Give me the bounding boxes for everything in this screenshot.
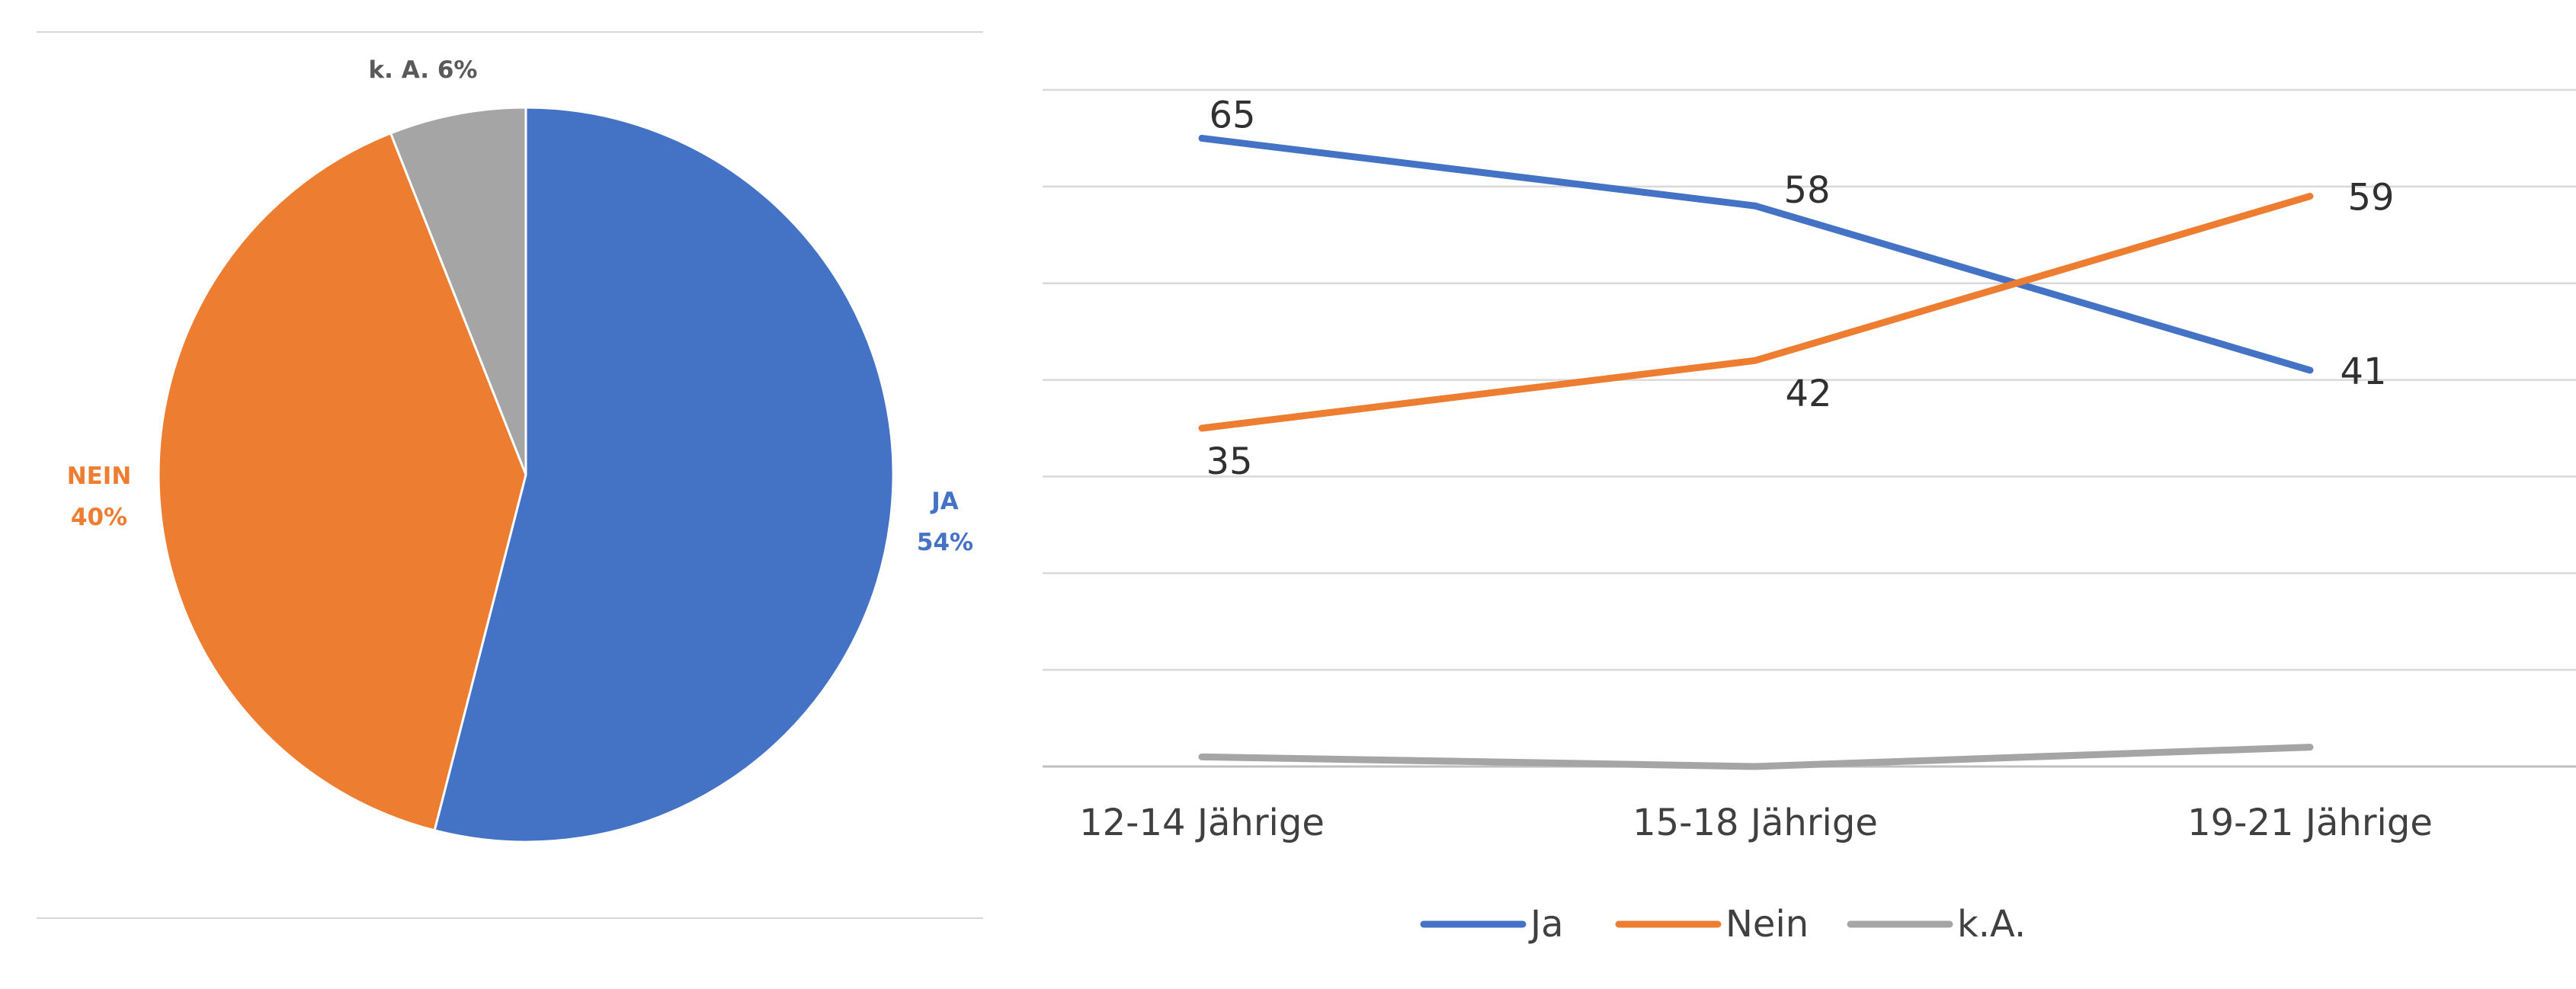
- x-tick-label-3: 19-21 Jährige: [2187, 802, 2433, 844]
- series-line-nein: [1198, 193, 2314, 432]
- data-label-nein-3: 59: [2347, 177, 2394, 219]
- x-tick-label-1: 12-14 Jährige: [1079, 802, 1325, 844]
- pie-slice-ja: [433, 106, 895, 843]
- pie-value-ja: 54%: [917, 529, 973, 556]
- data-label-ja-2: 58: [1783, 169, 1830, 212]
- pie-value-nein: 40%: [71, 504, 127, 531]
- line-chart: 65 58 41 35 42 59 12-14 Jährige 15-18 Jährige 19…: [1043, 88, 2576, 946]
- data-label-nein-2: 42: [1785, 373, 1831, 415]
- x-tick-label-2: 15-18 Jährige: [1632, 802, 1878, 844]
- pie-label-k-a: k. A. 6%: [369, 56, 478, 84]
- pie-chart: JA 54% NEIN 40% k. A. 6%: [37, 31, 983, 919]
- pie-label-ja: JA: [930, 488, 959, 515]
- data-label-ja-1: 65: [1209, 94, 1255, 136]
- series-line-ja: [1198, 134, 2314, 374]
- data-label-nein-1: 35: [1206, 440, 1252, 483]
- series-line-k-a: [1198, 744, 2314, 770]
- line-chart-panel: 65 58 41 35 42 59 12-14 Jährige 15-18 Jährige 19…: [1006, 0, 2576, 989]
- data-label-ja-3: 41: [2340, 350, 2386, 393]
- pie-chart-panel: JA 54% NEIN 40% k. A. 6%: [0, 0, 1006, 989]
- pie-slice-nein: [157, 131, 527, 832]
- legend-label-k-a: k.A.: [1957, 903, 2026, 946]
- pie-slice-k-a: [389, 106, 527, 475]
- pie-label-nein: NEIN: [67, 462, 132, 490]
- legend-label-ja: Ja: [1528, 903, 1564, 946]
- legend-label-nein: Nein: [1725, 903, 1809, 946]
